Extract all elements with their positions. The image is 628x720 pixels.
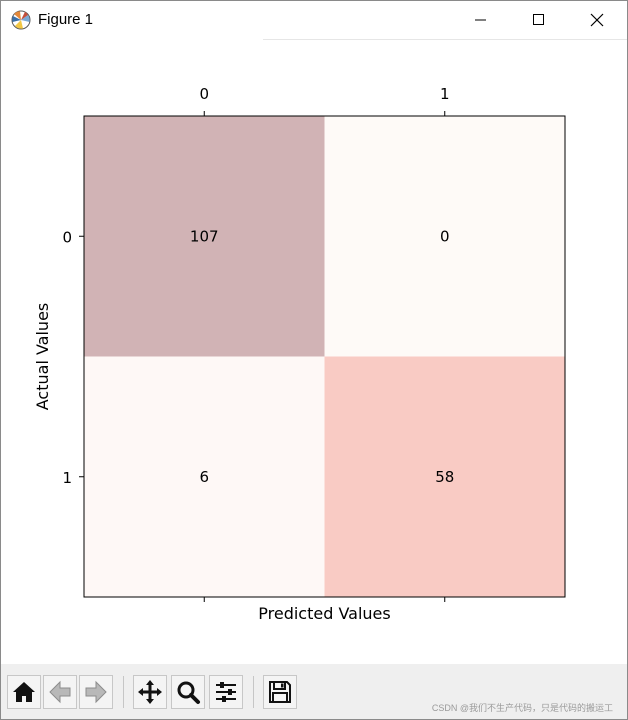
pan-icon [138, 680, 162, 704]
zoom-button[interactable] [171, 675, 205, 709]
back-button[interactable] [43, 675, 77, 709]
zoom-icon [177, 681, 200, 704]
configure-subplots-icon [216, 682, 236, 702]
close-icon [590, 13, 604, 27]
watermark-text: CSDN @我们不生产代码，只是代码的搬运工 [431, 703, 613, 713]
window-title: Figure 1 [38, 11, 94, 28]
save-icon [269, 681, 291, 703]
x-tick-label: 1 [440, 85, 450, 103]
figure-canvas[interactable]: 107 0 6 58 0 1 0 1 Predicted Values Actual Values [1, 40, 627, 664]
back-arrow-icon [49, 680, 71, 704]
x-axis-label: Predicted Values [258, 604, 390, 623]
navigation-toolbar: CSDN @我们不生产代码，只是代码的搬运工 [1, 664, 627, 719]
axes-frame [83, 115, 566, 598]
title-bar: Figure 1 [1, 1, 627, 40]
toolbar-separator [123, 676, 124, 708]
heatmap-cell [324, 356, 565, 597]
heatmap-cell [84, 116, 325, 357]
pan-button[interactable] [133, 675, 167, 709]
cell-value-label: 107 [190, 227, 219, 245]
title-divider [263, 39, 627, 40]
x-tick-label: 0 [199, 85, 209, 103]
y-tick-label: 0 [62, 228, 72, 246]
y-axis-label: Actual Values [33, 303, 52, 410]
maximize-icon [533, 14, 544, 25]
cell-value-label: 58 [435, 468, 454, 486]
minimize-icon [475, 19, 486, 21]
close-button[interactable] [567, 1, 627, 39]
heatmap-cell [324, 116, 565, 357]
cell-value-label: 0 [440, 227, 450, 245]
home-button[interactable] [7, 675, 41, 709]
matplotlib-logo-icon [11, 10, 31, 30]
maximize-button[interactable] [509, 1, 569, 39]
forward-arrow-icon [85, 680, 107, 704]
forward-button[interactable] [79, 675, 113, 709]
configure-subplots-button[interactable] [209, 675, 243, 709]
toolbar-separator [253, 676, 254, 708]
cell-value-label: 6 [199, 468, 209, 486]
save-button[interactable] [263, 675, 297, 709]
heatmap-cell [84, 356, 325, 597]
home-icon [13, 682, 35, 702]
y-tick-label: 1 [62, 469, 72, 487]
minimize-button[interactable] [451, 1, 511, 39]
